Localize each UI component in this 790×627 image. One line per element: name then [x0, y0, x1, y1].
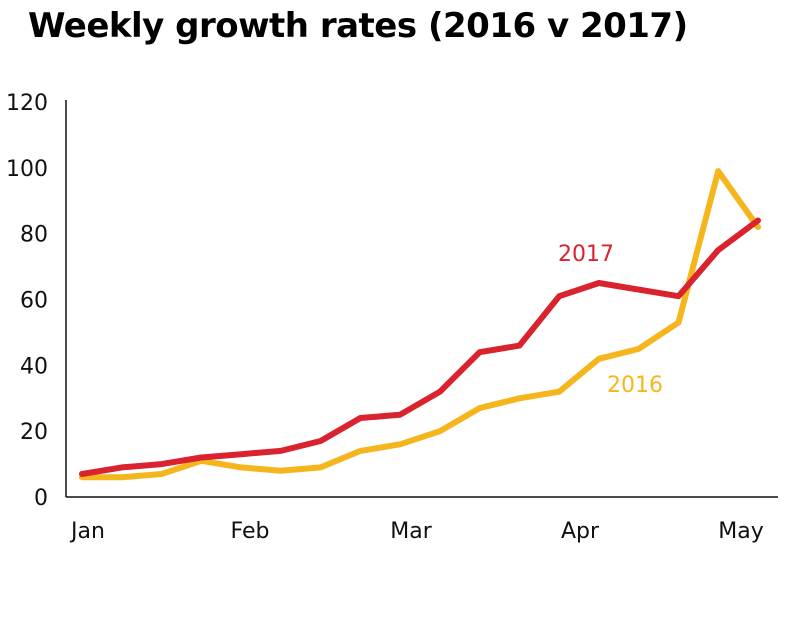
- series-label-2016: 2016: [607, 373, 663, 398]
- x-tick-label-may: May: [718, 519, 763, 544]
- y-tick-label-120: 120: [6, 91, 48, 116]
- x-tick-label-apr: Apr: [561, 519, 600, 544]
- y-tick-label-40: 40: [20, 354, 48, 379]
- series-line-2017: [79, 217, 761, 477]
- series-label-2017: 2017: [558, 242, 614, 267]
- y-tick-label-80: 80: [20, 223, 48, 248]
- y-tick-label-100: 100: [6, 157, 48, 182]
- chart-title: Weekly growth rates (2016 v 2017): [28, 6, 688, 46]
- x-tick-label-jan: Jan: [69, 519, 105, 544]
- y-tick-label-60: 60: [20, 289, 48, 314]
- y-tick-label-0: 0: [34, 486, 48, 511]
- series-line-2016: [79, 168, 761, 481]
- x-tick-label-feb: Feb: [231, 519, 270, 544]
- x-tick-label-mar: Mar: [390, 519, 432, 544]
- y-tick-label-20: 20: [20, 420, 48, 445]
